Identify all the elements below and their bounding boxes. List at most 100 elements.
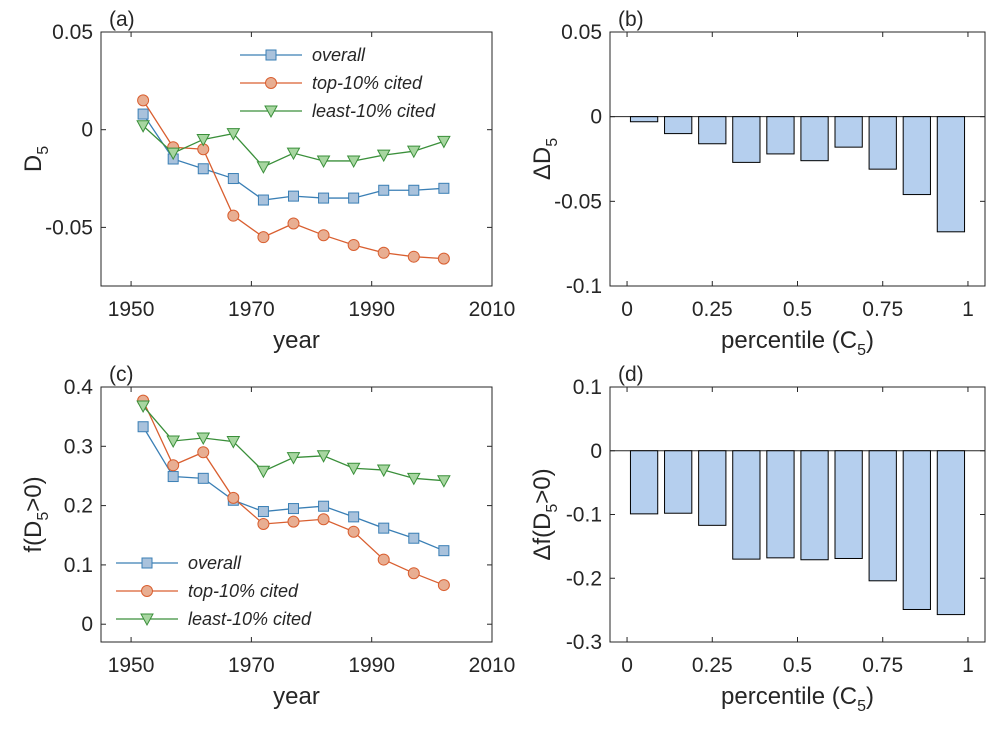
bars: [629, 116, 966, 233]
data-point: [257, 194, 269, 206]
data-point: [227, 173, 239, 185]
x-tick-label: 0: [621, 654, 633, 677]
data-point: [377, 553, 390, 566]
legend-marker: [141, 585, 153, 597]
x-tick-label: 1970: [228, 654, 275, 677]
xlabel-main: year: [273, 327, 320, 354]
ylabel-panel-a: D5: [20, 146, 52, 172]
data-point: [347, 525, 360, 538]
bar: [902, 116, 931, 196]
bar: [868, 116, 897, 170]
data-point: [348, 511, 360, 523]
data-point: [197, 472, 209, 484]
x-tick-label: 2010: [469, 298, 516, 321]
y-tick-label: 0.4: [64, 376, 94, 399]
bar: [800, 116, 829, 162]
bar: [664, 116, 693, 135]
data-point: [226, 128, 241, 141]
y-tick-label: -0.1: [566, 504, 602, 527]
data-point: [287, 515, 300, 528]
ylabel-end: >0): [529, 468, 556, 503]
series-triangle-down: [136, 400, 451, 488]
data-point: [437, 579, 450, 592]
data-point: [136, 120, 150, 133]
legend-item: overall: [116, 553, 242, 573]
series-triangle-down: [136, 120, 451, 174]
y-tick-label: -0.05: [45, 216, 93, 239]
legend-item: overall: [240, 45, 366, 65]
y-tick-label: 0.3: [64, 435, 93, 458]
bar: [766, 450, 795, 559]
data-point: [166, 435, 181, 449]
data-point: [407, 567, 420, 580]
y-tick-label: 0.05: [561, 21, 602, 44]
xlabel-panel-d: percentile (C5): [721, 683, 874, 715]
x-tick-label: 1950: [108, 298, 155, 321]
bar: [800, 450, 829, 561]
legend-item: top-10% cited: [240, 73, 423, 93]
data-point: [437, 475, 451, 488]
ylabel-subscript: 5: [35, 512, 52, 521]
y-tick-label: 0.1: [64, 554, 93, 577]
plot-frame: [100, 386, 493, 643]
ylabel-subscript: 5: [544, 504, 561, 513]
x-tick-label: 1990: [348, 654, 395, 677]
x-tick-label: 0.25: [692, 298, 733, 321]
legend-item: top-10% cited: [116, 581, 299, 601]
xlabel-end: ): [866, 327, 874, 354]
data-point: [406, 472, 421, 486]
data-point: [286, 452, 301, 465]
legend: overall top-10% cited least-10% cited: [116, 553, 312, 629]
bars: [629, 450, 966, 616]
legend-item: least-10% cited: [116, 609, 312, 629]
y-tick-label: 0: [590, 440, 602, 463]
data-point: [137, 94, 150, 107]
legend-marker: [140, 613, 154, 627]
data-point: [437, 252, 450, 265]
legend-marker: [265, 77, 277, 89]
y-tick-label: 0.05: [52, 21, 93, 44]
panel-label-b: (b): [618, 8, 644, 31]
legend-marker: [264, 105, 278, 119]
data-point: [408, 532, 420, 544]
legend-label: least-10% cited: [188, 609, 312, 629]
data-point: [407, 250, 420, 263]
ylabel-main: f(D: [20, 521, 47, 553]
data-point: [167, 471, 179, 483]
data-point: [137, 108, 149, 120]
legend-label: least-10% cited: [312, 101, 436, 121]
bar: [664, 450, 693, 514]
legend-label: top-10% cited: [312, 73, 423, 93]
bar: [698, 116, 727, 145]
data-point: [318, 500, 330, 512]
panel-a: (a) 1950 1970 1990 2010 0.05 0 -0.05 year D5 overa…: [20, 8, 515, 354]
data-point: [137, 421, 149, 433]
data-point: [197, 446, 210, 459]
legend-marker: [141, 557, 153, 569]
bar: [732, 116, 761, 163]
legend: overall top-10% cited least-10% cited: [240, 45, 436, 121]
legend-label: top-10% cited: [188, 581, 299, 601]
xlabel-panel-c: year: [273, 683, 320, 710]
legend-label: overall: [188, 553, 242, 573]
data-point: [227, 491, 240, 504]
xlabel-subscript: 5: [857, 698, 866, 715]
x-tick-label: 1970: [228, 298, 275, 321]
ylabel-panel-c: f(D5>0): [20, 476, 52, 552]
series-square: [137, 421, 450, 557]
ylabel-end: >0): [20, 476, 47, 511]
data-point: [257, 517, 270, 530]
data-point: [318, 192, 330, 204]
y-tick-label: -0.05: [554, 190, 602, 213]
data-point: [378, 184, 390, 196]
x-tick-label: 1950: [108, 654, 155, 677]
data-point: [196, 133, 211, 147]
data-point: [408, 184, 420, 196]
bar: [936, 116, 966, 233]
y-tick-label: -0.1: [566, 275, 602, 298]
x-tick-label: 0.5: [783, 298, 812, 321]
xlabel-subscript: 5: [857, 342, 866, 359]
xlabel-panel-a: year: [273, 327, 320, 354]
data-point: [227, 209, 240, 222]
